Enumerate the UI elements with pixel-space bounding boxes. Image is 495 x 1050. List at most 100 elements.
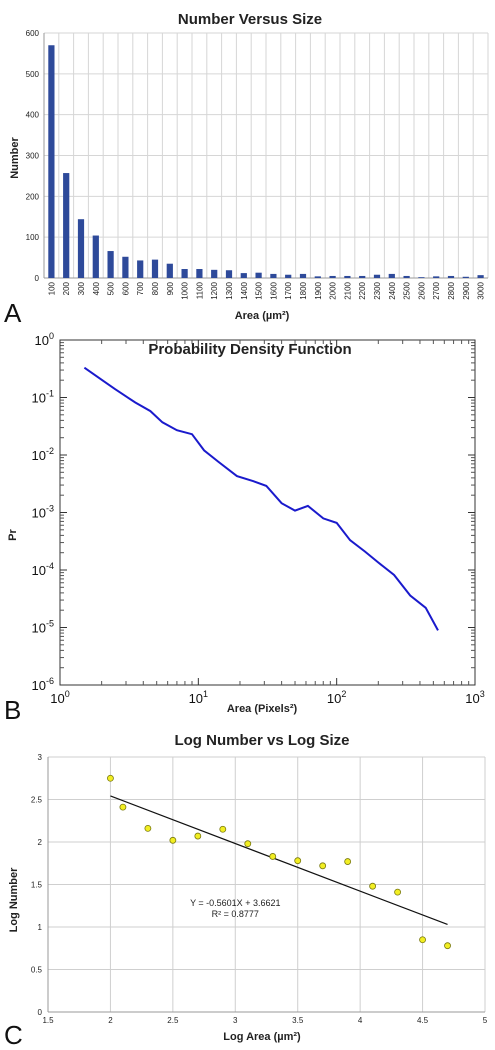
- chart-a-x-tick-label: 2500: [403, 281, 412, 299]
- chart-a-bar: [462, 276, 469, 278]
- chart-c-x-tick-label: 4: [358, 1016, 363, 1025]
- chart-a-y-tick-label: 500: [26, 70, 40, 79]
- chart-a-bar: [92, 235, 99, 278]
- chart-c-gridlines: [47, 756, 486, 1013]
- chart-a-bar: [255, 272, 262, 278]
- chart-b-y-tick-label: 10-6: [32, 676, 54, 693]
- chart-a-y-tick-label: 400: [26, 111, 40, 120]
- panel-b: Probability Density Function 100 10-1 10-2…: [0, 330, 495, 730]
- chart-a-x-tick-label: 2700: [432, 281, 441, 299]
- chart-c-point: [169, 836, 177, 844]
- chart-a-bars: [48, 45, 484, 278]
- chart-c-y-tick-label: 1: [38, 923, 43, 932]
- chart-a-x-tick-label: 1700: [284, 281, 293, 299]
- chart-a-x-tick-label: 2100: [343, 281, 352, 299]
- chart-a-bar: [344, 275, 351, 278]
- chart-c-point: [419, 936, 426, 944]
- chart-a-bar: [373, 274, 381, 278]
- chart-c-y-label: Log Number: [8, 867, 20, 932]
- chart-a-x-tick-label: 100: [47, 281, 56, 295]
- chart-c-y-tick-label: 0: [38, 1008, 43, 1017]
- chart-c-point: [269, 853, 277, 860]
- chart-a-bar: [285, 274, 292, 278]
- chart-a-x-tick-label: 1200: [210, 281, 219, 299]
- chart-a-bar: [196, 269, 203, 278]
- chart-c-point: [369, 882, 377, 890]
- chart-a-x-tick-label: 200: [62, 281, 71, 295]
- chart-c-point: [194, 832, 202, 840]
- chart-a-bar: [48, 45, 55, 278]
- bar-chart-number-versus-size: Number Versus Size 0 100 200 300 400 500 600 1…: [4, 11, 489, 328]
- chart-b-y-tick-label: 10-4: [32, 561, 54, 578]
- chart-c-point: [319, 862, 327, 870]
- chart-b-y-tick-label: 10-3: [32, 504, 54, 521]
- chart-a-bar: [151, 259, 159, 278]
- chart-a-x-tick-label: 1100: [195, 281, 204, 299]
- chart-b-title: Probability Density Function: [148, 341, 351, 358]
- chart-b-y-label: Pr: [7, 528, 19, 540]
- chart-c-x-tick-label: 5: [483, 1016, 488, 1025]
- chart-b-x-tick-label: 101: [189, 689, 208, 706]
- chart-a-x-tick-label: 1800: [299, 281, 308, 299]
- chart-a-x-tick-label: 300: [77, 281, 86, 295]
- chart-a-x-tick-label: 1400: [240, 281, 249, 299]
- chart-a-x-tick-label: 2800: [447, 281, 456, 299]
- chart-a-x-tick-label: 2200: [358, 281, 367, 299]
- chart-c-x-tick-label: 3: [233, 1016, 238, 1025]
- chart-a-bar: [314, 276, 321, 278]
- chart-a-x-tick-label: 2900: [462, 281, 471, 299]
- panel-a: Number Versus Size 0 100 200 300 400 500 600 1…: [0, 0, 495, 330]
- chart-a-x-tick-label: 500: [107, 281, 116, 295]
- chart-a-bar: [181, 269, 188, 278]
- chart-c-points: [107, 774, 451, 950]
- chart-a-bar: [63, 173, 70, 278]
- chart-a-x-tick-label: 600: [121, 281, 130, 295]
- chart-a-x-tick-label: 1300: [225, 281, 234, 299]
- chart-c-x-tick-label: 2: [108, 1016, 113, 1025]
- chart-a-bar: [403, 275, 410, 278]
- chart-c-point: [119, 803, 127, 811]
- chart-c-title: Log Number vs Log Size: [174, 732, 349, 749]
- chart-a-bar: [270, 273, 277, 278]
- chart-c-x-tick-label: 3.5: [292, 1016, 304, 1025]
- chart-a-y-tick-label: 600: [26, 29, 40, 38]
- chart-a-bar: [447, 275, 455, 278]
- chart-a-x-tick-label: 2000: [329, 281, 338, 299]
- chart-a-bar: [107, 251, 114, 278]
- chart-a-bar: [77, 219, 85, 278]
- chart-c-point: [107, 774, 114, 782]
- chart-c-x-tick-label: 1.5: [42, 1016, 54, 1025]
- chart-b-x-tick-label: 103: [465, 689, 484, 706]
- chart-a-y-tick-label: 0: [35, 274, 40, 283]
- chart-b-x-tick-label: 102: [327, 689, 346, 706]
- chart-a-bar: [388, 273, 395, 278]
- chart-a-y-tick-label: 100: [26, 233, 40, 242]
- chart-a-bar: [418, 277, 425, 278]
- chart-a-x-tick-label: 2600: [417, 281, 426, 299]
- chart-a-gridlines: [43, 32, 489, 279]
- chart-c-point: [444, 942, 451, 950]
- chart-a-x-tick-label: 3000: [477, 281, 486, 299]
- panel-letter-a: A: [4, 298, 22, 328]
- chart-c-point: [394, 888, 402, 896]
- chart-b-y-tick-label: 10-5: [32, 619, 54, 636]
- chart-c-y-tick-label: 3: [38, 753, 43, 762]
- chart-a-x-tick-label: 1900: [314, 281, 323, 299]
- chart-a-bar: [137, 260, 144, 278]
- chart-a-x-tick-label: 900: [166, 281, 175, 295]
- chart-a-x-ticks: 100 200 300 400 500 600 700 800 900 1000 1100 1200 1…: [47, 281, 485, 299]
- chart-c-trendline: [110, 795, 448, 926]
- chart-c-y-tick-label: 1.5: [31, 881, 43, 890]
- chart-c-ticks: 0 0.5 1 1.5 2 2.5 3 1.5 2 2.5 3 3.5 4 4.5 5: [31, 753, 488, 1025]
- chart-c-r-squared: R² = 0.8777: [212, 909, 259, 919]
- chart-c-x-tick-label: 2.5: [167, 1016, 179, 1025]
- chart-a-x-label: Area (µm²): [235, 310, 290, 322]
- chart-b-series-line: [83, 366, 439, 631]
- chart-c-y-tick-label: 2: [38, 838, 43, 847]
- panel-letter-c: C: [4, 1020, 23, 1050]
- chart-a-bar: [122, 256, 129, 278]
- scatter-chart-log-number-vs-log-size: Log Number vs Log Size 0 0.5 1 1.5 2 2.5 3 1.5 2…: [4, 732, 488, 1050]
- chart-a-bar: [359, 275, 366, 278]
- chart-a-x-tick-label: 2300: [373, 281, 382, 299]
